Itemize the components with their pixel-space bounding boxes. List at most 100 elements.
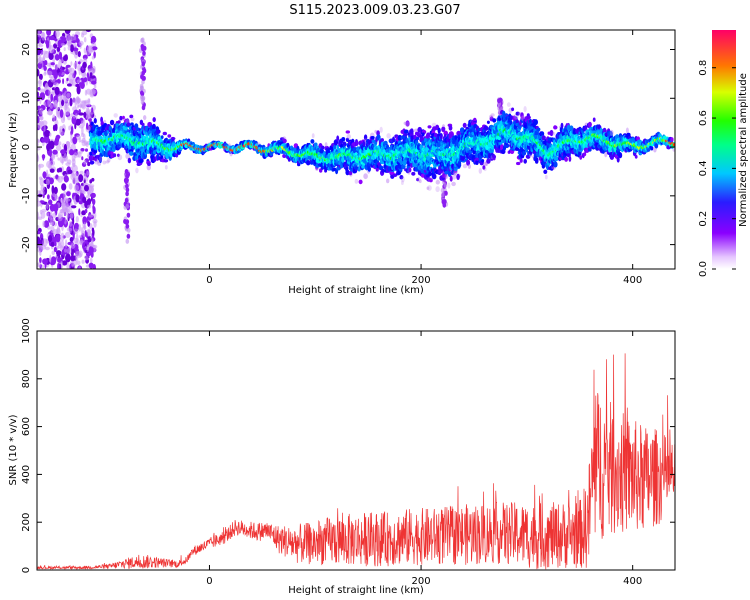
spectrogram-cell	[117, 120, 121, 124]
spectrogram-noise-cell	[66, 77, 69, 82]
spectrogram-burst-cell	[125, 238, 130, 244]
spectrogram-cell	[128, 149, 134, 153]
spectrogram-noise-cell	[82, 230, 86, 237]
spectrogram-cell	[109, 119, 115, 126]
spectrogram-noise-cell	[42, 171, 47, 179]
spectrogram-noise-cell	[59, 130, 64, 136]
spectrogram-cell	[135, 167, 139, 174]
spectrogram-noise-cell	[84, 184, 89, 192]
spectrogram-noise-cell	[39, 115, 44, 121]
spectrogram-cell	[523, 158, 527, 164]
spectrogram-noise-cell	[60, 149, 66, 155]
spectrogram-noise-cell	[62, 78, 65, 85]
spectrogram-noise-cell	[74, 172, 78, 180]
spectrogram-noise-cell	[78, 174, 84, 183]
spectrogram-noise-cell	[39, 177, 45, 187]
spectrogram-cell	[543, 169, 548, 174]
spectrogram-cell	[451, 181, 456, 187]
spectrogram-noise-cell	[54, 64, 59, 70]
spectrogram-cell	[486, 158, 491, 164]
spectrogram-cell	[167, 134, 172, 138]
spectrogram-noise-cell	[57, 157, 60, 161]
spectrogram-noise-cell	[87, 46, 94, 54]
spectrogram-noise-cell	[67, 35, 72, 44]
spectrogram-noise-cell	[57, 141, 62, 146]
spectrogram-noise-cell	[81, 210, 86, 216]
spectrogram-cell	[134, 123, 139, 129]
spectrogram-noise-cell	[70, 266, 74, 269]
spectrogram-noise-cell	[73, 49, 79, 59]
spectrogram-noise-cell	[56, 250, 62, 256]
spectrogram-cell	[448, 125, 453, 131]
spectrogram-noise-cell	[64, 239, 68, 249]
spectrogram-noise-cell	[48, 40, 52, 50]
spectrogram-noise-cell	[91, 227, 95, 233]
spectrogram-noise-cell	[90, 192, 96, 199]
spectrogram-noise-cell	[75, 216, 79, 223]
spectrogram-burst-cell	[141, 61, 146, 67]
spectrogram-noise-cell	[64, 248, 67, 253]
spectrogram-noise-cell	[66, 227, 73, 232]
spectrogram-burst-cell	[497, 98, 501, 104]
spectrogram-burst-cell	[141, 46, 145, 52]
spectrogram-cell	[354, 178, 359, 184]
spectrogram-noise-cell	[46, 62, 51, 67]
spectrogram-noise-cell	[87, 229, 91, 237]
spectrogram-noise-cell	[85, 195, 90, 199]
spectrogram-noise-cell	[51, 185, 55, 194]
spectrogram-burst-cell	[124, 197, 129, 203]
spectrogram-cell	[163, 159, 169, 163]
spectrogram-noise-cell	[67, 169, 73, 174]
spectrogram-noise-cell	[81, 259, 85, 264]
spectrogram-noise-cell	[62, 37, 67, 42]
spectrogram-noise-cell	[56, 46, 61, 53]
spectrogram-noise-cell	[64, 231, 71, 238]
spectrogram-cell	[99, 157, 102, 164]
spectrogram-noise-cell	[53, 82, 59, 86]
spectrogram-noise-cell	[70, 255, 75, 262]
spectrogram-noise-cell	[87, 237, 92, 243]
spectrogram-cell	[435, 179, 440, 185]
spectrogram-noise-cell	[73, 61, 78, 69]
spectrogram-noise-cell	[52, 149, 58, 155]
spectrogram-cell	[379, 126, 383, 133]
spectrogram-burst-cell	[140, 99, 145, 105]
spectrogram-noise-cell	[76, 177, 79, 184]
spectrogram-noise-cell	[42, 154, 45, 161]
spectrogram-burst-cell	[125, 191, 129, 197]
spectrogram-noise-cell	[69, 236, 74, 243]
spectrogram-noise-cell	[73, 184, 80, 192]
spectrogram-noise-cell	[37, 138, 40, 143]
spectrogram-noise-cell	[37, 62, 43, 70]
spectrogram-noise-cell	[46, 160, 53, 168]
spectrogram-cell	[310, 139, 315, 144]
spectrogram-noise-cell	[72, 115, 76, 119]
spectrogram-noise-cell	[42, 220, 46, 228]
spectrogram-cell	[94, 160, 99, 165]
spectrogram-noise-cell	[38, 107, 44, 115]
spectrogram-burst-cell	[125, 187, 130, 193]
spectrogram-noise-cell	[82, 196, 87, 204]
spectrogram-cell	[341, 137, 346, 142]
spectrogram-cell	[460, 155, 465, 161]
spectrogram-cell	[129, 114, 134, 119]
spectrogram-noise-cell	[37, 68, 40, 77]
spectrogram-noise-cell	[79, 234, 83, 239]
spectrogram-noise-cell	[83, 36, 87, 43]
spectrogram-burst-cell	[140, 38, 144, 43]
spectrogram-cell	[544, 174, 548, 180]
spectrogram-noise-cell	[58, 72, 62, 77]
spectrogram-noise-cell	[61, 260, 68, 266]
spectrogram-noise-cell	[66, 191, 71, 197]
spectrogram-noise-cell	[49, 132, 52, 137]
spectrogram-noise-cell	[75, 118, 81, 126]
spectrogram-noise-cell	[45, 178, 50, 186]
spectrogram-noise-cell	[70, 242, 76, 249]
spectrogram-noise-cell	[55, 106, 60, 110]
spectrogram-cell	[101, 125, 106, 131]
spectrogram-noise-cell	[68, 183, 73, 190]
spectrogram-noise-cell	[83, 173, 87, 181]
spectrogram-cell	[511, 107, 515, 112]
spectrogram-cell	[533, 119, 538, 126]
spectrogram-noise-cell	[65, 162, 71, 167]
